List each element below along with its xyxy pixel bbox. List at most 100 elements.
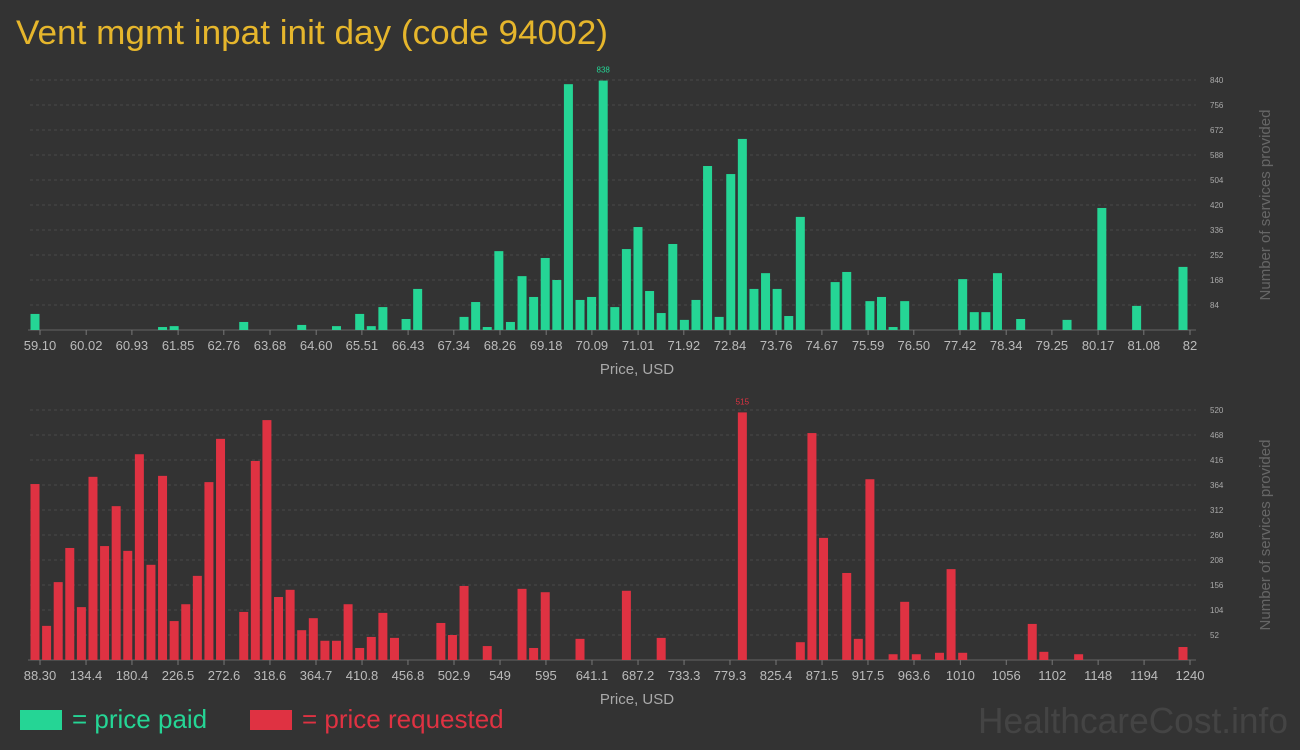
x-tick-label: 71.01 bbox=[622, 338, 655, 353]
bar bbox=[621, 590, 631, 660]
bar bbox=[877, 296, 887, 330]
bar bbox=[691, 299, 701, 330]
bar bbox=[331, 326, 341, 330]
x-tick-label: 64.60 bbox=[300, 338, 333, 353]
bar bbox=[181, 604, 191, 660]
bar bbox=[158, 475, 168, 660]
bar bbox=[30, 313, 40, 330]
bar bbox=[343, 604, 353, 660]
bar bbox=[111, 506, 121, 660]
bar bbox=[239, 321, 249, 330]
bar bbox=[88, 476, 98, 660]
bar bbox=[529, 647, 539, 660]
bar bbox=[308, 618, 318, 660]
bar bbox=[517, 588, 527, 660]
watermark: HealthcareCost.info bbox=[978, 700, 1288, 741]
y-tick-label: 168 bbox=[1210, 276, 1224, 285]
x-tick-label: 78.34 bbox=[990, 338, 1023, 353]
bar bbox=[540, 592, 550, 660]
bar bbox=[934, 652, 944, 660]
bar bbox=[274, 597, 284, 660]
bar bbox=[946, 569, 956, 660]
bar bbox=[633, 227, 643, 330]
x-tick-label: 77.42 bbox=[944, 338, 977, 353]
x-tick-label: 79.25 bbox=[1036, 338, 1069, 353]
x-tick-label: 72.84 bbox=[714, 338, 747, 353]
bar bbox=[494, 251, 504, 330]
x-tick-label: 687.2 bbox=[622, 668, 655, 683]
y-tick-label: 252 bbox=[1210, 251, 1224, 260]
legend-label: = price paid bbox=[72, 704, 207, 734]
x-tick-label: 1194 bbox=[1130, 668, 1158, 683]
bar bbox=[42, 625, 52, 660]
bar bbox=[192, 575, 202, 660]
bar bbox=[853, 638, 863, 660]
x-tick-label: 502.9 bbox=[438, 668, 471, 683]
x-tick-label: 1056 bbox=[992, 668, 1021, 683]
bar bbox=[679, 319, 689, 330]
bar bbox=[540, 257, 550, 330]
x-axis-label: Price, USD bbox=[600, 691, 674, 708]
y-axis-label: Number of services provided bbox=[1257, 440, 1274, 631]
x-tick-label: 364.7 bbox=[300, 668, 333, 683]
x-tick-label: 70.09 bbox=[576, 338, 609, 353]
bar bbox=[575, 638, 585, 660]
bar bbox=[100, 546, 110, 660]
bar bbox=[1039, 651, 1049, 660]
bar bbox=[1178, 266, 1188, 330]
x-tick-label: 1102 bbox=[1038, 668, 1066, 683]
max-label: 838 bbox=[597, 66, 611, 75]
y-tick-label: 672 bbox=[1210, 126, 1224, 135]
bar bbox=[355, 647, 365, 660]
bar bbox=[505, 321, 515, 330]
bar bbox=[401, 318, 411, 330]
bar bbox=[76, 607, 86, 660]
bar bbox=[587, 296, 597, 330]
bar bbox=[517, 276, 527, 330]
bar bbox=[297, 630, 307, 660]
bar bbox=[900, 601, 910, 660]
chart-title: Vent mgmt inpat init day (code 94002) bbox=[16, 14, 608, 52]
bar bbox=[169, 621, 179, 660]
bar bbox=[146, 564, 156, 660]
y-tick-label: 840 bbox=[1210, 76, 1224, 85]
x-tick-label: 60.93 bbox=[116, 338, 149, 353]
y-tick-label: 504 bbox=[1210, 176, 1224, 185]
x-tick-label: 733.3 bbox=[668, 668, 701, 683]
bar bbox=[958, 279, 968, 330]
y-tick-label: 84 bbox=[1210, 301, 1219, 310]
bar bbox=[807, 433, 817, 660]
bar bbox=[911, 654, 921, 660]
x-tick-label: 180.4 bbox=[116, 668, 149, 683]
bar bbox=[1074, 654, 1084, 660]
bar bbox=[761, 273, 771, 330]
bar bbox=[459, 316, 469, 330]
bar bbox=[819, 537, 829, 660]
x-tick-label: 63.68 bbox=[254, 338, 287, 353]
y-tick-label: 104 bbox=[1210, 606, 1224, 615]
bar bbox=[355, 313, 365, 330]
bar bbox=[436, 622, 446, 660]
bar bbox=[123, 550, 133, 660]
bar bbox=[1027, 623, 1037, 660]
bar bbox=[598, 80, 608, 330]
legend-label: = price requested bbox=[302, 704, 504, 734]
bar bbox=[842, 572, 852, 660]
x-tick-label: 641.1 bbox=[576, 668, 609, 683]
y-tick-label: 468 bbox=[1210, 431, 1224, 440]
y-tick-label: 416 bbox=[1210, 456, 1224, 465]
bar bbox=[703, 166, 713, 330]
bar bbox=[772, 288, 782, 330]
x-tick-label: 59.10 bbox=[24, 338, 57, 353]
x-tick-label: 61.85 bbox=[162, 338, 195, 353]
bar bbox=[749, 288, 759, 330]
x-tick-label: 134.4 bbox=[70, 668, 103, 683]
bar bbox=[668, 243, 678, 330]
y-axis-label: Number of services provided bbox=[1257, 110, 1274, 301]
x-tick-label: 595 bbox=[535, 668, 557, 683]
bar bbox=[981, 312, 991, 330]
bar bbox=[865, 301, 875, 330]
bar bbox=[204, 482, 214, 660]
bar bbox=[297, 324, 307, 330]
bar bbox=[795, 216, 805, 330]
